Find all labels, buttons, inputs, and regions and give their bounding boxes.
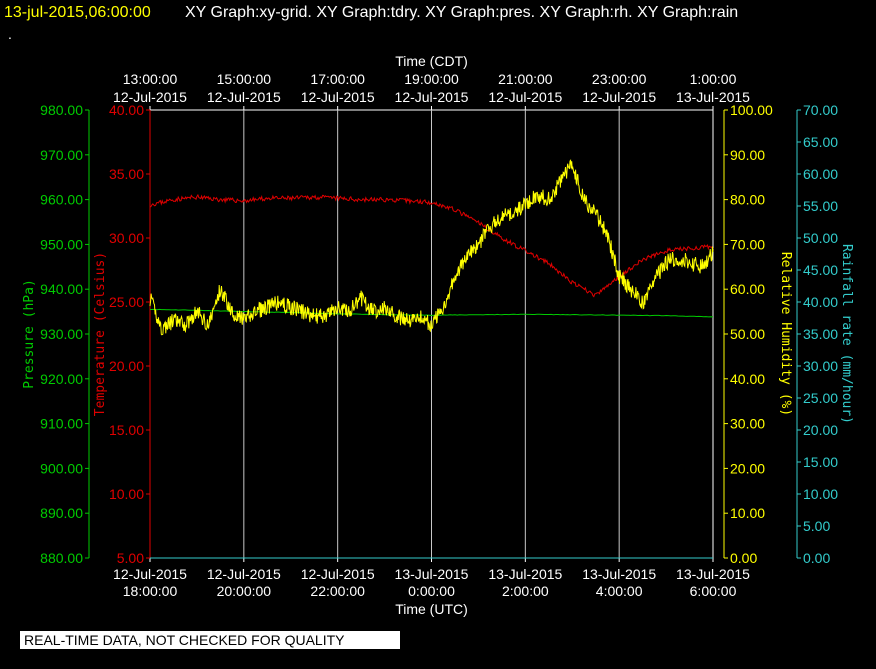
top-tick-time: 21:00:00 <box>498 71 553 87</box>
pressure-tick-label: 980.00 <box>40 102 83 118</box>
temperature-tick-label: 10.00 <box>109 486 144 502</box>
bottom-tick-date: 12-Jul-2015 <box>207 566 281 582</box>
temperature-tick-label: 30.00 <box>109 230 144 246</box>
rain-tick-label: 0.00 <box>803 550 830 566</box>
rain-tick-label: 45.00 <box>803 262 838 278</box>
humidity-tick-label: 10.00 <box>730 505 765 521</box>
quality-disclaimer: REAL-TIME DATA, NOT CHECKED FOR QUALITY <box>20 631 400 649</box>
humidity-tick-label: 70.00 <box>730 236 765 252</box>
temperature-tick-label: 15.00 <box>109 422 144 438</box>
top-tick-time: 17:00:00 <box>310 71 365 87</box>
temperature-tick-label: 5.00 <box>117 550 144 566</box>
top-tick-date: 12-Jul-2015 <box>301 89 375 105</box>
timestamp: 13-jul-2015,06:00:00 <box>4 4 151 21</box>
pressure-tick-label: 900.00 <box>40 460 83 476</box>
rain-tick-label: 60.00 <box>803 166 838 182</box>
bottom-tick-date: 13-Jul-2015 <box>395 566 469 582</box>
humidity-axis-label: Relative Humidity (%) <box>778 252 793 416</box>
temperature-axis-label: Temperature (Celsius) <box>93 252 108 416</box>
bottom-tick-date: 13-Jul-2015 <box>676 566 750 582</box>
pressure-tick-label: 920.00 <box>40 371 83 387</box>
top-axis-title: Time (CDT) <box>395 53 468 69</box>
top-tick-date: 12-Jul-2015 <box>113 89 187 105</box>
rain-tick-label: 30.00 <box>803 358 838 374</box>
humidity-tick-label: 100.00 <box>730 102 773 118</box>
pressure-tick-label: 910.00 <box>40 416 83 432</box>
temperature-tick-label: 25.00 <box>109 294 144 310</box>
bottom-axis-title: Time (UTC) <box>395 601 468 617</box>
rain-tick-label: 55.00 <box>803 198 838 214</box>
temperature-tick-label: 20.00 <box>109 358 144 374</box>
top-tick-time: 19:00:00 <box>404 71 459 87</box>
bottom-tick-time: 22:00:00 <box>310 583 365 599</box>
pressure-tick-label: 970.00 <box>40 147 83 163</box>
humidity-tick-label: 60.00 <box>730 281 765 297</box>
pressure-tick-label: 960.00 <box>40 192 83 208</box>
humidity-tick-label: 0.00 <box>730 550 757 566</box>
top-tick-date: 12-Jul-2015 <box>582 89 656 105</box>
humidity-series <box>149 159 714 336</box>
pressure-tick-label: 940.00 <box>40 281 83 297</box>
top-tick-time: 13:00:00 <box>123 71 178 87</box>
header: 13-jul-2015,06:00:00 XY Graph:xy-grid. X… <box>0 0 876 42</box>
pressure-tick-label: 890.00 <box>40 505 83 521</box>
bottom-tick-date: 13-Jul-2015 <box>488 566 562 582</box>
rain-tick-label: 65.00 <box>803 134 838 150</box>
humidity-tick-label: 80.00 <box>730 192 765 208</box>
humidity-tick-label: 50.00 <box>730 326 765 342</box>
humidity-tick-label: 20.00 <box>730 460 765 476</box>
rain-tick-label: 15.00 <box>803 454 838 470</box>
pressure-tick-label: 880.00 <box>40 550 83 566</box>
header-dot: . <box>8 26 12 42</box>
bottom-tick-time: 4:00:00 <box>596 583 643 599</box>
bottom-tick-time: 20:00:00 <box>217 583 272 599</box>
rain-tick-label: 25.00 <box>803 390 838 406</box>
top-tick-date: 12-Jul-2015 <box>395 89 469 105</box>
bottom-tick-time: 18:00:00 <box>123 583 178 599</box>
top-tick-date: 12-Jul-2015 <box>488 89 562 105</box>
rain-tick-label: 5.00 <box>803 518 830 534</box>
bottom-tick-time: 6:00:00 <box>690 583 737 599</box>
humidity-tick-label: 30.00 <box>730 416 765 432</box>
temperature-tick-label: 35.00 <box>109 166 144 182</box>
top-tick-time: 1:00:00 <box>690 71 737 87</box>
graph-titles: XY Graph:xy-grid. XY Graph:tdry. XY Grap… <box>185 4 739 21</box>
rain-axis-label: Rainfall rate (mm/hour) <box>839 244 854 424</box>
pressure-axis-label: Pressure (hPa) <box>22 279 37 389</box>
pressure-series <box>149 308 714 318</box>
bottom-tick-time: 0:00:00 <box>408 583 455 599</box>
top-tick-date: 13-Jul-2015 <box>676 89 750 105</box>
pressure-tick-label: 950.00 <box>40 236 83 252</box>
rain-tick-label: 10.00 <box>803 486 838 502</box>
temperature-tick-label: 40.00 <box>109 102 144 118</box>
rain-tick-label: 35.00 <box>803 326 838 342</box>
rain-tick-label: 40.00 <box>803 294 838 310</box>
rain-tick-label: 70.00 <box>803 102 838 118</box>
bottom-tick-date: 13-Jul-2015 <box>582 566 656 582</box>
humidity-tick-label: 90.00 <box>730 147 765 163</box>
rain-tick-label: 20.00 <box>803 422 838 438</box>
top-tick-date: 12-Jul-2015 <box>207 89 281 105</box>
pressure-tick-label: 930.00 <box>40 326 83 342</box>
rain-tick-label: 50.00 <box>803 230 838 246</box>
humidity-tick-label: 40.00 <box>730 371 765 387</box>
bottom-tick-date: 12-Jul-2015 <box>113 566 187 582</box>
bottom-tick-time: 2:00:00 <box>502 583 549 599</box>
bottom-tick-date: 12-Jul-2015 <box>301 566 375 582</box>
top-tick-time: 15:00:00 <box>217 71 272 87</box>
top-tick-time: 23:00:00 <box>592 71 647 87</box>
